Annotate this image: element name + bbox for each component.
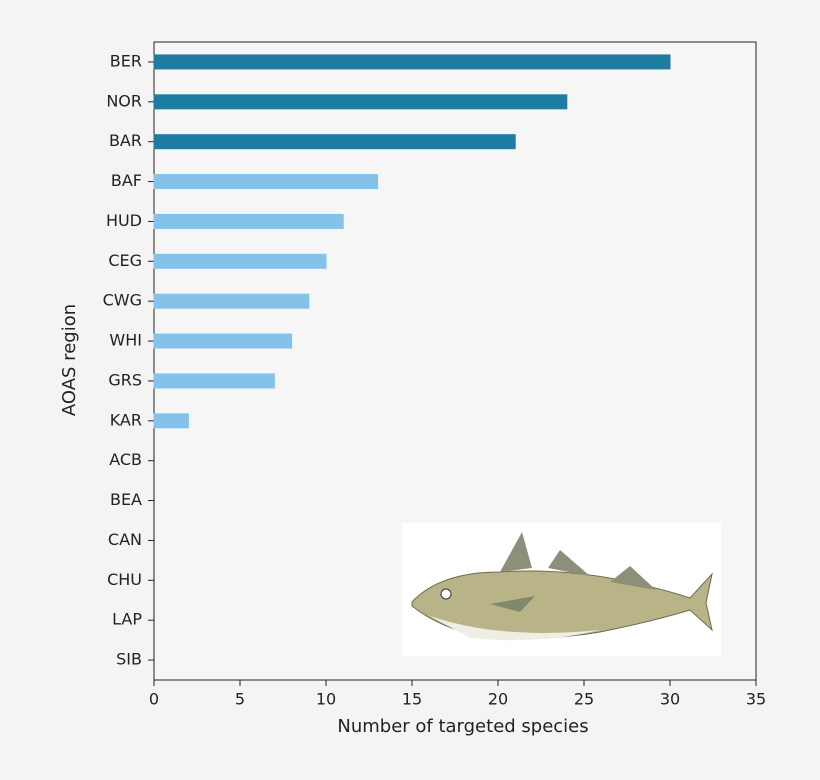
y-tick-label: CWG: [103, 291, 142, 310]
y-tick-label: BER: [110, 51, 142, 70]
bar: [153, 174, 379, 190]
x-tick-label: 10: [316, 690, 336, 709]
y-tick-label: ACB: [109, 450, 142, 469]
x-tick-label: 5: [235, 690, 245, 709]
bar: [153, 253, 327, 269]
x-tick-label: 25: [574, 690, 594, 709]
bar: [153, 373, 275, 389]
fish-illustration: [402, 523, 721, 656]
x-tick-label: 30: [660, 690, 680, 709]
y-tick-label: LAP: [112, 610, 142, 629]
y-tick-label: KAR: [110, 410, 142, 429]
bar: [153, 333, 293, 349]
fish-fins: [500, 532, 656, 590]
y-tick-label: HUD: [106, 211, 142, 230]
bar: [153, 94, 568, 110]
x-tick-label: 0: [149, 690, 159, 709]
y-tick-label: BAF: [111, 171, 142, 190]
y-axis-label: AOAS region: [59, 304, 80, 416]
bar: [153, 413, 189, 429]
y-tick-label: CHU: [107, 570, 142, 589]
y-tick-label: GRS: [108, 370, 142, 389]
y-tick-label: BEA: [110, 490, 142, 509]
y-tick-label: BAR: [109, 131, 142, 150]
bar: [153, 134, 516, 150]
x-tick-label: 15: [402, 690, 422, 709]
fish-eye: [440, 588, 452, 600]
y-tick-label: SIB: [116, 650, 142, 669]
y-tick-label: CEG: [108, 251, 142, 270]
y-tick-label: CAN: [108, 530, 142, 549]
fish-belly: [430, 616, 600, 641]
y-tick-label: WHI: [109, 331, 142, 350]
x-axis-label: Number of targeted species: [337, 716, 588, 737]
x-tick-label: 20: [488, 690, 508, 709]
bar: [153, 213, 344, 229]
y-tick-label: NOR: [106, 91, 142, 110]
fish-pectoral-fin: [490, 596, 535, 612]
x-tick-label: 35: [746, 690, 766, 709]
bar: [153, 293, 310, 309]
bar: [153, 54, 671, 70]
